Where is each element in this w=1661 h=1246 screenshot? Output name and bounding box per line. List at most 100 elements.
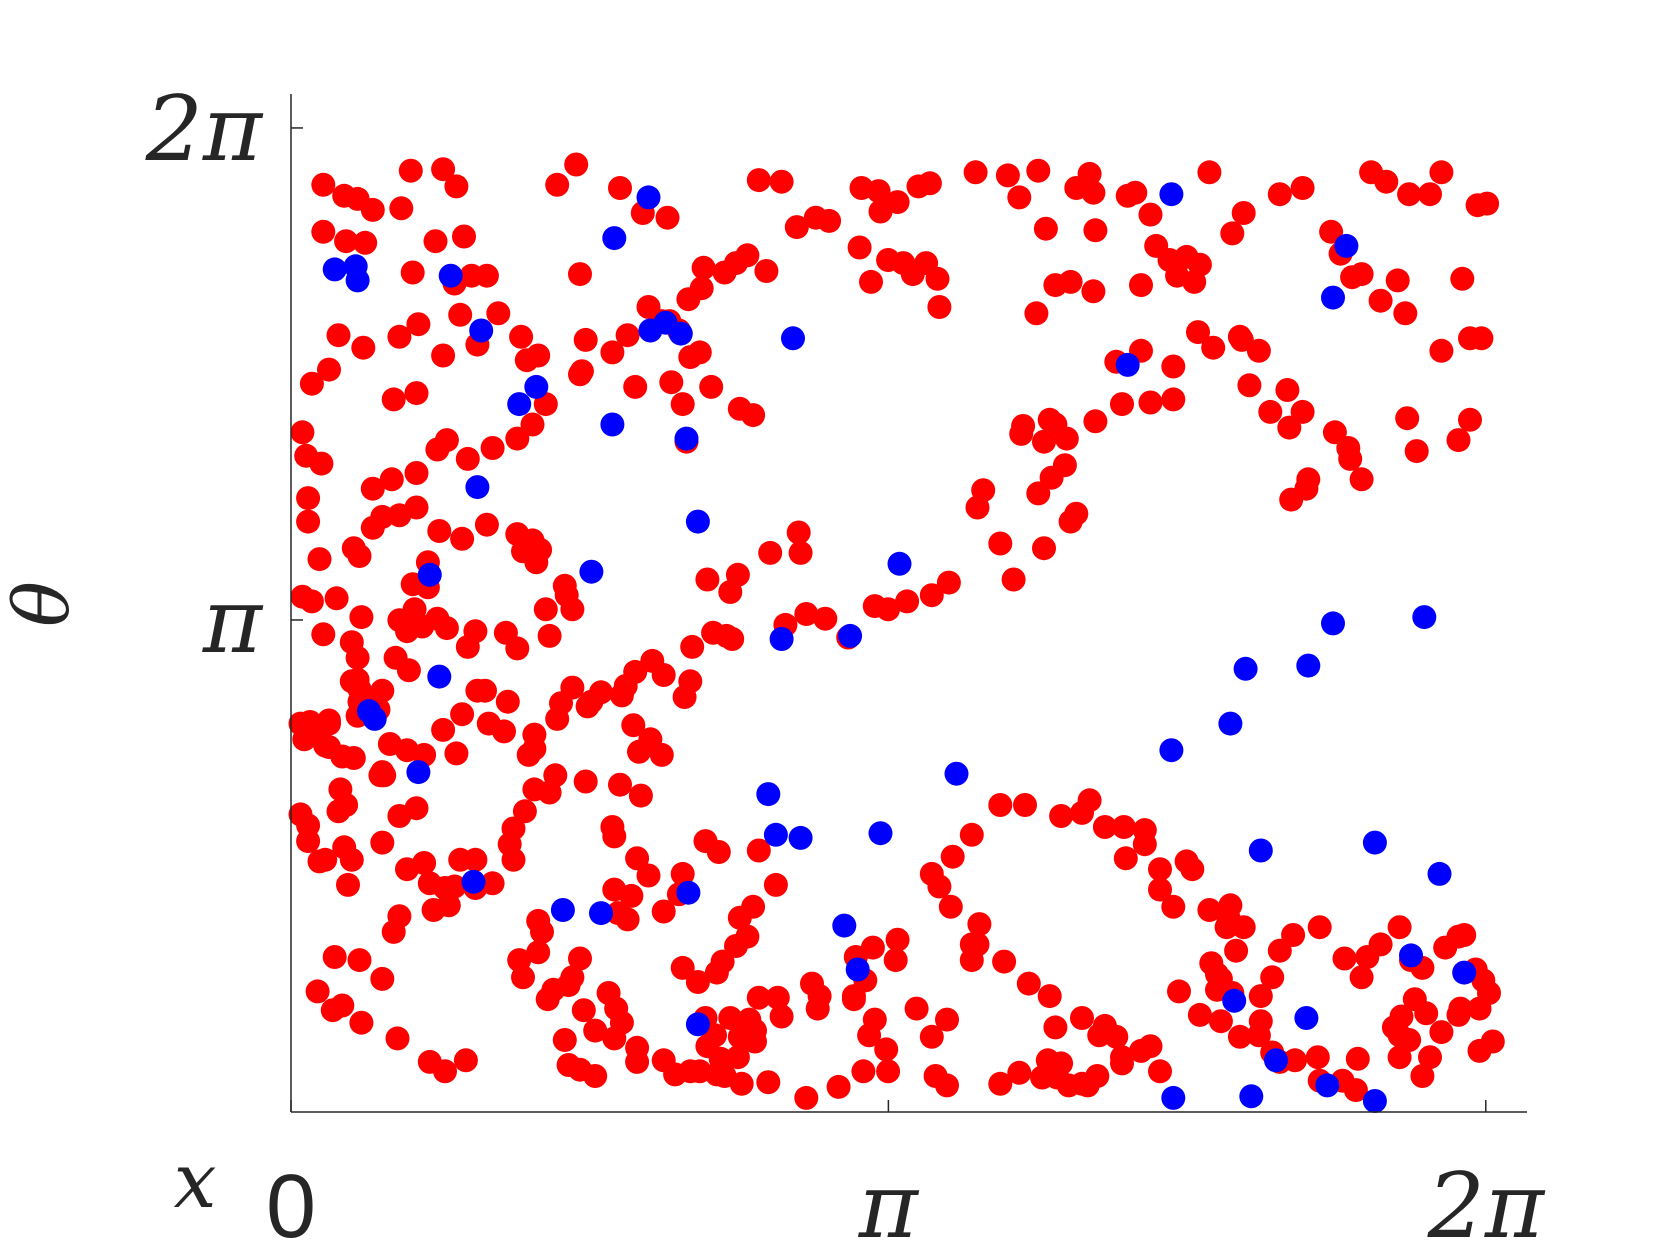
- data-point: [469, 318, 494, 343]
- data-point: [763, 822, 788, 847]
- data-point: [423, 229, 448, 254]
- data-point: [1404, 439, 1429, 464]
- data-point: [1197, 898, 1222, 922]
- data-point: [431, 157, 456, 182]
- data-point: [1187, 252, 1212, 277]
- data-point: [511, 965, 535, 990]
- data-point: [545, 172, 570, 197]
- data-point: [450, 702, 475, 727]
- data-point: [794, 1085, 819, 1110]
- data-point: [670, 861, 695, 886]
- data-point: [412, 851, 437, 875]
- data-point: [509, 324, 534, 349]
- data-point: [1159, 738, 1184, 763]
- data-point: [883, 948, 908, 973]
- x-tick-label: 2π: [1427, 1154, 1546, 1246]
- data-point: [1410, 1064, 1435, 1088]
- data-point: [480, 436, 505, 460]
- data-point: [461, 869, 486, 894]
- data-point: [453, 1048, 478, 1073]
- data-point: [1201, 335, 1226, 360]
- data-point: [417, 871, 442, 896]
- data-point: [1011, 414, 1036, 438]
- data-point: [573, 769, 598, 794]
- data-point: [965, 495, 990, 520]
- data-point: [689, 276, 714, 301]
- data-point: [1129, 273, 1153, 298]
- data-point: [1296, 653, 1321, 678]
- data-point: [1032, 536, 1056, 561]
- data-point: [965, 932, 990, 957]
- data-point: [813, 606, 838, 631]
- data-point: [725, 1045, 750, 1070]
- data-point: [756, 782, 781, 807]
- data-point: [655, 205, 680, 230]
- data-point: [885, 927, 910, 952]
- data-point: [1237, 373, 1262, 398]
- data-point: [326, 323, 351, 348]
- data-point: [1214, 915, 1239, 940]
- data-point: [904, 996, 929, 1021]
- data-point: [334, 229, 359, 254]
- data-point: [434, 428, 459, 453]
- data-point: [621, 713, 646, 738]
- data-point: [1064, 501, 1089, 526]
- x-axis-label: x: [174, 1136, 217, 1225]
- data-point: [296, 486, 321, 511]
- data-point: [505, 426, 530, 451]
- data-point: [919, 583, 944, 608]
- data-point: [1321, 285, 1345, 310]
- data-point: [568, 262, 592, 287]
- data-point: [724, 934, 748, 958]
- data-point: [832, 913, 857, 938]
- data-point: [1319, 219, 1344, 244]
- data-point: [769, 627, 794, 651]
- data-point: [718, 580, 743, 604]
- data-point: [530, 919, 554, 944]
- data-point: [1159, 182, 1184, 207]
- data-point: [1180, 857, 1205, 882]
- data-point: [1387, 915, 1412, 940]
- data-point: [1070, 1006, 1094, 1030]
- data-point: [1081, 279, 1106, 304]
- data-point: [455, 446, 480, 471]
- data-point: [370, 966, 395, 991]
- data-point: [847, 235, 872, 260]
- data-point: [444, 174, 469, 199]
- data-point: [360, 197, 385, 222]
- data-point: [377, 732, 402, 756]
- data-point: [351, 335, 376, 360]
- data-point: [322, 945, 347, 969]
- data-point: [735, 243, 760, 268]
- data-point: [1123, 180, 1148, 205]
- data-point: [1113, 846, 1138, 871]
- data-point: [805, 996, 830, 1021]
- data-point: [701, 620, 726, 645]
- data-point: [387, 904, 412, 929]
- data-point: [695, 1034, 720, 1059]
- data-point: [505, 522, 530, 547]
- data-point: [680, 634, 705, 659]
- data-point: [1368, 288, 1393, 313]
- data-point: [463, 619, 488, 644]
- data-point: [786, 520, 811, 545]
- data-point: [1393, 301, 1418, 326]
- y-tick-label: π: [202, 569, 264, 674]
- data-point: [1013, 793, 1037, 817]
- data-point: [305, 979, 330, 1004]
- data-point: [406, 760, 431, 785]
- data-point: [442, 874, 467, 899]
- data-point: [746, 168, 771, 193]
- data-point: [370, 830, 395, 855]
- data-point: [1148, 1059, 1172, 1084]
- data-point: [505, 636, 530, 661]
- data-point: [1395, 406, 1420, 431]
- data-point: [615, 323, 640, 348]
- data-point: [398, 158, 423, 183]
- data-point: [615, 907, 640, 932]
- data-point: [1129, 1038, 1153, 1063]
- data-point: [678, 345, 703, 370]
- data-point: [339, 669, 364, 694]
- data-point: [1387, 1045, 1412, 1070]
